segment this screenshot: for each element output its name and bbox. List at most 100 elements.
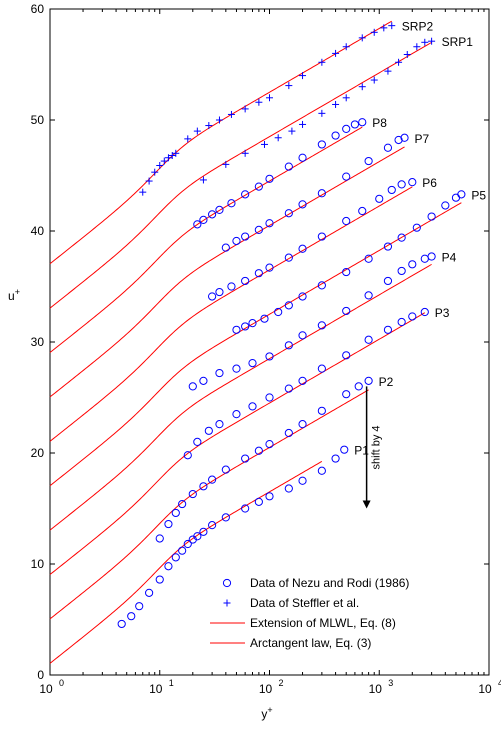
point-p1 [127,612,136,621]
legend-label: Data of Steffler et al. [250,596,359,610]
point-p3 [342,351,351,360]
point-srp2 [205,122,213,130]
point-p2 [265,440,274,449]
point-srp2 [164,154,172,162]
point-srp2 [266,94,273,102]
point-p3 [364,335,373,344]
point-p1 [193,532,202,541]
point-p1 [265,492,274,501]
point-p2 [342,390,351,399]
point-p7 [265,219,274,228]
point-p1 [317,466,326,475]
point-p7 [241,232,250,241]
legend-label: Extension of MLWL, Eq. (8) [250,616,396,630]
point-p2 [164,519,173,529]
point-srp2 [215,116,223,124]
curve-p2 [49,389,369,620]
point-srp1 [222,160,230,168]
point-p2 [298,420,307,429]
point-p2 [284,428,293,438]
point-p5 [274,307,283,317]
point-srp2 [342,43,350,51]
point-p1 [171,553,180,562]
point-p2 [188,489,197,499]
y-tick-label: 0 [37,668,44,682]
point-p4 [298,331,307,340]
point-p5 [441,201,450,210]
point-p1 [164,562,173,571]
point-p2 [364,376,373,385]
shift-annotation: shift by 4 [362,386,383,509]
point-srp2 [285,82,293,90]
x-tick-label: 10 [369,682,383,696]
point-p5 [298,292,307,301]
point-p1 [145,588,154,597]
point-p6 [227,282,236,291]
point-p3 [248,402,257,411]
point-srp2 [168,152,176,160]
point-srp2 [193,127,201,135]
point-p8 [208,210,217,219]
point-p1 [298,476,307,485]
point-p3 [284,384,293,393]
point-p1 [183,539,192,549]
point-p2 [178,499,187,509]
curve-p4 [49,263,432,531]
point-srp2 [299,72,307,80]
point-srp1 [370,76,378,84]
point-srp1 [241,149,249,157]
point-p6 [397,180,406,189]
point-srp2 [139,188,147,196]
series-label-p4: P4 [442,251,457,265]
point-p4 [342,306,351,316]
point-p2 [221,465,230,474]
point-srp2 [227,110,235,118]
point-p2 [254,446,263,455]
x-axis-ticks: 10 0 10 1 10 2 10 3 10 4 [39,9,501,696]
point-p3 [397,317,406,327]
point-srp1 [403,51,411,59]
point-p5 [383,242,393,251]
point-p6 [298,244,307,253]
point-p7 [342,172,351,181]
point-srp2 [255,98,263,106]
curve-srp2 [49,20,393,265]
point-p1 [199,527,208,536]
point-p6 [208,292,217,301]
point-srp2 [358,34,366,42]
y-axis-label: u+ [8,287,20,303]
curve-p7 [49,146,405,398]
point-srp2 [380,24,388,32]
point-p5 [241,322,250,331]
point-p6 [358,206,367,216]
data-points [117,22,466,629]
point-p6 [408,178,417,187]
point-p4 [248,358,257,368]
point-p5 [248,319,257,328]
point-p5 [260,314,269,323]
series-label-srp2: SRP2 [402,20,434,34]
point-p5 [397,233,406,242]
point-p1 [155,575,164,584]
point-p1 [221,513,230,522]
curve-srp1 [49,41,432,309]
point-srp2 [370,28,378,36]
series-label-p3: P3 [435,306,450,320]
point-p5 [364,254,373,263]
point-p7 [394,135,403,145]
point-p7 [254,225,263,234]
point-srp1 [342,94,350,102]
point-p7 [317,189,326,198]
point-p6 [342,216,351,226]
x-tick-label: 10 [259,682,273,696]
point-srp2 [241,105,249,113]
shift-annotation-label: shift by 4 [371,425,383,469]
point-srp2 [145,177,153,185]
point-p5 [427,212,436,221]
point-p1 [208,521,217,530]
point-p7 [400,133,409,142]
model-curves [49,20,462,664]
point-p3 [420,307,429,317]
point-p8 [227,199,236,208]
